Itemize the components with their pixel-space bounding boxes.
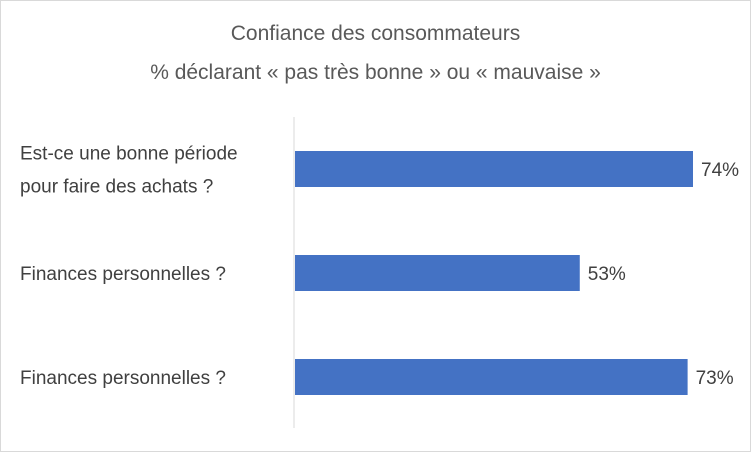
labels-group: 74% Est-ce une bonne période pour faire de…: [20, 144, 739, 390]
category-label-2: Finances personnelles ?: [20, 368, 226, 389]
category-label-0-line-1: pour faire des achats ?: [20, 177, 213, 198]
value-label-2: 73%: [696, 368, 734, 389]
value-label-1: 53%: [588, 264, 626, 285]
chart-title: Confiance des consommateurs: [230, 22, 521, 45]
bar-1: [295, 255, 580, 291]
category-label-0: Est-ce une bonne période pour faire des a…: [20, 144, 238, 198]
category-label-0-line-0: Est-ce une bonne période: [20, 144, 238, 165]
category-label-1: Finances personnelles ?: [20, 264, 226, 285]
value-label-0: 74%: [701, 160, 739, 181]
chart-subtitle: % déclarant « pas très bonne » ou « mauv…: [150, 61, 601, 84]
category-label-2-line-0: Finances personnelles ?: [20, 368, 226, 389]
bar-0: [295, 151, 693, 187]
bar-2: [295, 359, 688, 395]
category-label-1-line-0: Finances personnelles ?: [20, 264, 226, 285]
bars-group: [295, 151, 693, 395]
